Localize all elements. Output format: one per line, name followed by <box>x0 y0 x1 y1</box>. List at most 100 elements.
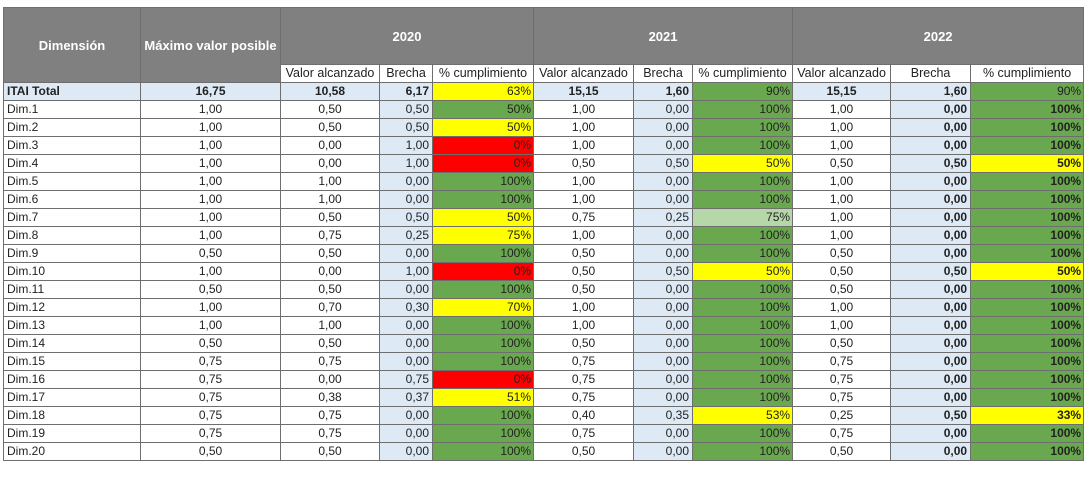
gap-cell-2022: 0,00 <box>890 172 972 191</box>
pct-cell-2021: 100% <box>692 118 794 137</box>
pct-cell-2021: 75% <box>692 208 794 227</box>
gap-cell-2020: 0,00 <box>379 406 433 425</box>
max-value-cell: 0,50 <box>140 244 281 263</box>
pct-cell-2020: 63% <box>431 82 535 101</box>
gap-cell-2020: 1,00 <box>379 136 433 155</box>
gap-cell-2022: 0,00 <box>890 352 972 371</box>
value-cell-2020: 0,38 <box>280 388 380 407</box>
pct-cell-2022: 100% <box>970 388 1085 407</box>
table-row: Dim.11 0,50 0,50 0,00 100% 0,50 0,00 100% 0,50 0,… <box>3 280 1085 299</box>
value-cell-2020: 0,75 <box>280 406 380 425</box>
gap-cell-2020: 0,00 <box>379 352 433 371</box>
year-header-2021: 2021 <box>533 7 794 65</box>
gap-cell-2022: 0,00 <box>890 244 972 263</box>
value-cell-2021: 1,00 <box>533 100 635 119</box>
table-row: Dim.13 1,00 1,00 0,00 100% 1,00 0,00 100% 1,00 0,… <box>3 316 1085 335</box>
value-cell-2020: 0,50 <box>280 280 380 299</box>
pct-header: % cumplimiento <box>692 64 794 83</box>
value-cell-2021: 1,00 <box>533 136 635 155</box>
pct-cell-2022: 100% <box>970 136 1085 155</box>
pct-cell-2022: 100% <box>970 442 1085 461</box>
pct-cell-2022: 33% <box>970 406 1085 425</box>
gap-cell-2021: 0,00 <box>633 316 694 335</box>
pct-cell-2021: 100% <box>692 298 794 317</box>
gap-cell-2022: 0,50 <box>890 262 972 281</box>
table-header: Dimensión Máximo valor posible 2020 2021… <box>3 7 1085 83</box>
value-cell-2020: 0,50 <box>280 244 380 263</box>
value-cell-2022: 0,75 <box>792 352 892 371</box>
gap-cell-2022: 0,00 <box>890 190 972 209</box>
max-value-cell: 0,75 <box>140 388 281 407</box>
value-cell-2021: 0,75 <box>533 352 635 371</box>
value-cell-2022: 1,00 <box>792 190 892 209</box>
gap-cell-2021: 0,00 <box>633 118 694 137</box>
pct-cell-2022: 100% <box>970 244 1085 263</box>
gap-cell-2020: 0,00 <box>379 334 433 353</box>
table-row: Dim.16 0,75 0,00 0,75 0% 0,75 0,00 100% 0,75 0,00… <box>3 370 1085 389</box>
pct-cell-2020: 100% <box>431 406 535 425</box>
value-cell-2020: 0,50 <box>280 334 380 353</box>
table-row: Dim.9 0,50 0,50 0,00 100% 0,50 0,00 100% 0,50 0,0… <box>3 244 1085 263</box>
pct-cell-2021: 50% <box>692 262 794 281</box>
value-cell-2022: 0,75 <box>792 424 892 443</box>
gap-cell-2020: 0,00 <box>379 280 433 299</box>
value-cell-2020: 0,50 <box>280 100 380 119</box>
pct-cell-2020: 100% <box>431 352 535 371</box>
gap-cell-2020: 1,00 <box>379 262 433 281</box>
max-value-cell: 1,00 <box>140 172 281 191</box>
gap-cell-2022: 0,00 <box>890 208 972 227</box>
max-value-cell: 1,00 <box>140 154 281 173</box>
value-cell-2021: 0,50 <box>533 154 635 173</box>
pct-cell-2020: 50% <box>431 118 535 137</box>
pct-cell-2020: 100% <box>431 190 535 209</box>
dimension-label: Dim.8 <box>3 226 141 245</box>
value-cell-2021: 0,50 <box>533 262 635 281</box>
pct-cell-2022: 90% <box>970 82 1085 101</box>
max-value-cell: 0,75 <box>140 352 281 371</box>
dimension-header: Dimensión <box>3 7 141 83</box>
pct-cell-2021: 100% <box>692 316 794 335</box>
gap-cell-2022: 0,00 <box>890 334 972 353</box>
pct-cell-2020: 50% <box>431 208 535 227</box>
value-cell-2021: 15,15 <box>533 82 635 101</box>
pct-cell-2022: 100% <box>970 118 1085 137</box>
table-row: Dim.7 1,00 0,50 0,50 50% 0,75 0,25 75% 1,00 0,00 1… <box>3 208 1085 227</box>
gap-cell-2021: 0,50 <box>633 262 694 281</box>
dimension-label: Dim.20 <box>3 442 141 461</box>
pct-cell-2021: 100% <box>692 370 794 389</box>
dimension-label: Dim.9 <box>3 244 141 263</box>
value-cell-2020: 0,75 <box>280 226 380 245</box>
pct-cell-2022: 50% <box>970 154 1085 173</box>
max-value-cell: 0,50 <box>140 280 281 299</box>
max-value-cell: 0,50 <box>140 334 281 353</box>
value-cell-2022: 1,00 <box>792 208 892 227</box>
value-header: Valor alcanzado <box>533 64 635 83</box>
pct-cell-2022: 100% <box>970 280 1085 299</box>
value-cell-2022: 0,50 <box>792 334 892 353</box>
value-cell-2022: 0,50 <box>792 442 892 461</box>
gap-cell-2020: 0,00 <box>379 442 433 461</box>
gap-cell-2020: 0,75 <box>379 370 433 389</box>
dimension-label: Dim.18 <box>3 406 141 425</box>
value-cell-2022: 1,00 <box>792 226 892 245</box>
value-cell-2022: 0,50 <box>792 262 892 281</box>
pct-cell-2020: 100% <box>431 316 535 335</box>
pct-header: % cumplimiento <box>431 64 535 83</box>
gap-cell-2020: 0,30 <box>379 298 433 317</box>
pct-cell-2021: 100% <box>692 172 794 191</box>
compliance-table: Dimensión Máximo valor posible 2020 2021… <box>3 7 1085 461</box>
value-cell-2022: 1,00 <box>792 316 892 335</box>
value-cell-2021: 1,00 <box>533 190 635 209</box>
table-row: Dim.4 1,00 0,00 1,00 0% 0,50 0,50 50% 0,50 0,50 50… <box>3 154 1085 173</box>
gap-cell-2020: 0,00 <box>379 424 433 443</box>
gap-cell-2021: 1,60 <box>633 82 694 101</box>
table-row: Dim.12 1,00 0,70 0,30 70% 1,00 0,00 100% 1,00 0,0… <box>3 298 1085 317</box>
dimension-label: Dim.11 <box>3 280 141 299</box>
pct-cell-2022: 100% <box>970 172 1085 191</box>
pct-cell-2022: 100% <box>970 190 1085 209</box>
pct-cell-2022: 100% <box>970 370 1085 389</box>
max-value-header: Máximo valor posible <box>140 7 281 83</box>
dimension-label: Dim.17 <box>3 388 141 407</box>
pct-cell-2020: 100% <box>431 172 535 191</box>
value-cell-2020: 0,50 <box>280 442 380 461</box>
